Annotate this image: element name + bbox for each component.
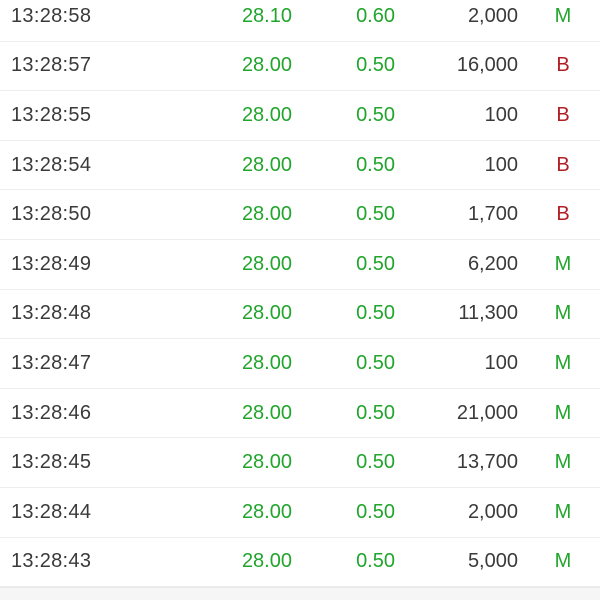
trade-price: 28.00 [241, 401, 292, 424]
trade-volume: 2,000 [467, 500, 518, 523]
trade-price: 28.00 [241, 252, 292, 275]
trade-change: 0.50 [356, 302, 395, 325]
trade-price: 28.00 [241, 103, 292, 126]
trade-side-indicator: B [556, 103, 570, 126]
trade-row: 13:28:43 28.00 0.50 5,000 M [0, 538, 600, 588]
trade-time: 13:28:45 [11, 451, 92, 474]
trade-volume: 100 [484, 103, 518, 126]
trade-change: 0.50 [356, 203, 395, 226]
trade-side-indicator: B [556, 153, 570, 176]
trade-side-indicator: M [554, 302, 572, 325]
trade-price: 28.00 [241, 550, 292, 573]
trade-side-indicator: M [554, 550, 572, 573]
trade-price: 28.00 [241, 153, 292, 176]
trade-row: 13:28:57 28.00 0.50 16,000 B [0, 42, 600, 92]
trade-side-indicator: M [554, 451, 572, 474]
trade-volume: 2,000 [467, 4, 518, 27]
trade-price: 28.10 [241, 4, 292, 27]
trade-side-indicator: M [554, 252, 572, 275]
trade-time: 13:28:54 [11, 153, 92, 176]
trade-change: 0.50 [356, 451, 395, 474]
trade-row: 13:28:54 28.00 0.50 100 B [0, 141, 600, 191]
trade-volume: 21,000 [456, 401, 518, 424]
trade-time: 13:28:50 [11, 203, 92, 226]
trade-change: 0.50 [356, 54, 395, 77]
trade-side-indicator: M [554, 351, 572, 374]
section-divider-strip [0, 587, 600, 600]
trade-volume: 100 [484, 351, 518, 374]
trade-volume: 5,000 [467, 550, 518, 573]
trade-change: 0.50 [356, 252, 395, 275]
trade-row: 13:28:48 28.00 0.50 11,300 M [0, 290, 600, 340]
trade-change: 0.60 [356, 4, 395, 27]
trade-volume: 13,700 [456, 451, 518, 474]
trade-volume: 16,000 [456, 54, 518, 77]
trade-time: 13:28:49 [11, 252, 92, 275]
trade-change: 0.50 [356, 401, 395, 424]
trade-side-indicator: M [554, 500, 572, 523]
trade-side-indicator: M [554, 401, 572, 424]
trade-time: 13:28:46 [11, 401, 92, 424]
trade-price: 28.00 [241, 54, 292, 77]
trade-time: 13:28:47 [11, 351, 92, 374]
trade-row: 13:28:46 28.00 0.50 21,000 M [0, 389, 600, 439]
trade-row: 13:28:50 28.00 0.50 1,700 B [0, 190, 600, 240]
trade-price: 28.00 [241, 203, 292, 226]
trade-side-indicator: B [556, 54, 570, 77]
trade-price: 28.00 [241, 451, 292, 474]
trade-volume: 1,700 [467, 203, 518, 226]
trade-time: 13:28:48 [11, 302, 92, 325]
trade-time: 13:28:58 [11, 4, 92, 27]
trade-row: 13:28:47 28.00 0.50 100 M [0, 339, 600, 389]
trade-change: 0.50 [356, 550, 395, 573]
trade-change: 0.50 [356, 351, 395, 374]
trade-row: 13:28:49 28.00 0.50 6,200 M [0, 240, 600, 290]
trade-time: 13:28:44 [11, 500, 92, 523]
trade-volume: 6,200 [467, 252, 518, 275]
trade-row: 13:28:58 28.10 0.60 2,000 M [0, 0, 600, 42]
trade-time: 13:28:55 [11, 103, 92, 126]
trade-row: 13:28:45 28.00 0.50 13,700 M [0, 438, 600, 488]
trade-volume: 11,300 [458, 302, 518, 325]
trade-row: 13:28:44 28.00 0.50 2,000 M [0, 488, 600, 538]
trade-price: 28.00 [241, 351, 292, 374]
trade-change: 0.50 [356, 153, 395, 176]
trade-volume: 100 [484, 153, 518, 176]
trade-price: 28.00 [241, 500, 292, 523]
trade-row: 13:28:55 28.00 0.50 100 B [0, 91, 600, 141]
trade-side-indicator: B [556, 203, 570, 226]
trade-time: 13:28:43 [11, 550, 92, 573]
trade-price: 28.00 [241, 302, 292, 325]
trade-side-indicator: M [554, 4, 572, 27]
trade-change: 0.50 [356, 500, 395, 523]
trade-time: 13:28:57 [11, 54, 92, 77]
trade-change: 0.50 [356, 103, 395, 126]
